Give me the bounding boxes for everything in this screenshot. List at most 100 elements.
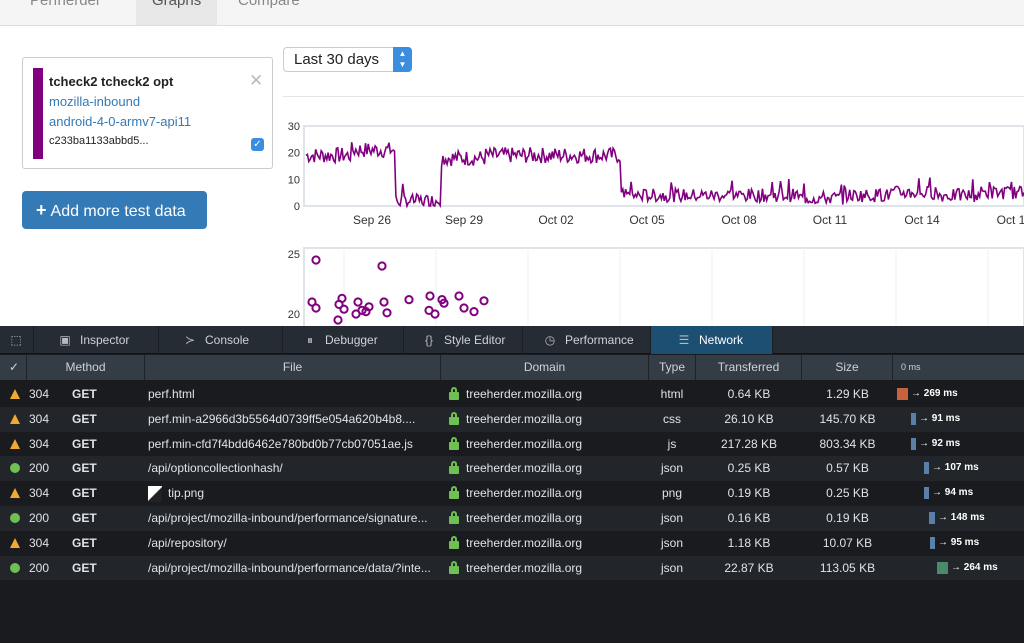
request-row[interactable]: 200 GET/api/project/mozilla-inbound/perfo… bbox=[0, 506, 1024, 531]
request-method: GET bbox=[72, 387, 97, 401]
data-point bbox=[424, 305, 434, 315]
request-file-name: /api/repository/ bbox=[148, 535, 227, 550]
line-chart-frame bbox=[303, 125, 1024, 207]
request-domain: treeherder.mozilla.org bbox=[466, 436, 583, 451]
tab-network-label: Network bbox=[699, 333, 744, 347]
devtools-panel: ⬚ ▣ Inspector ≻ Console ⏸ Debugger {} Style … bbox=[0, 326, 1024, 643]
lock-icon bbox=[448, 506, 460, 531]
series-revision: c233ba1133abbd5... bbox=[49, 135, 149, 147]
network-table-header: ✓ Method File Domain Type Transferred Si… bbox=[0, 355, 1024, 380]
request-file: perf.min-a2966d3b5564d0739ff5e054a620b4b… bbox=[148, 407, 438, 432]
request-row[interactable]: 304 GET tip.png treeherder.mozilla.org png 0.… bbox=[0, 481, 1024, 506]
performance-charts[interactable]: 30 20 10 0 Sep 26 Sep 29 Oct 02 Oct 05 Oct 08 Oct… bbox=[276, 96, 1024, 326]
request-file: perf.min-cfd7f4bdd6462e780bd0b77cb07051a… bbox=[148, 432, 438, 457]
request-method: GET bbox=[72, 436, 97, 451]
request-row[interactable]: 304 GET perf.min-cfd7f4bdd6462e780bd0b77cb… bbox=[0, 432, 1024, 457]
line-chart: 30 20 10 0 Sep 26 Sep 29 Oct 02 Oct 05 Oct 08 Oct… bbox=[288, 121, 1024, 227]
col-file[interactable]: File bbox=[145, 355, 441, 380]
request-transferred: 0.64 KB bbox=[727, 387, 771, 401]
add-test-data-button[interactable]: + Add more test data bbox=[22, 191, 207, 229]
request-domain: treeherder.mozilla.org bbox=[466, 411, 583, 426]
y-tick-label: 20 bbox=[288, 148, 300, 160]
request-type: png bbox=[661, 486, 683, 501]
request-size: 1.29 KB bbox=[826, 387, 869, 401]
y-tick-label: 0 bbox=[294, 201, 300, 213]
request-method: GET bbox=[72, 511, 97, 525]
request-file-name: /api/project/mozilla-inbound/performance… bbox=[148, 560, 431, 575]
tab-style-editor-label: Style Editor bbox=[444, 333, 506, 347]
request-row[interactable]: 304 GET perf.min-a2966d3b5564d0739ff5e054a… bbox=[0, 406, 1024, 432]
plus-icon: + bbox=[36, 200, 47, 220]
status-ok-icon bbox=[9, 556, 23, 581]
x-tick-label: Oct 1 bbox=[997, 213, 1024, 227]
status-ok-icon bbox=[9, 506, 23, 531]
timing-label: → 94 ms bbox=[932, 487, 974, 499]
nav-tab-graphs[interactable]: Graphs bbox=[136, 0, 218, 25]
col-method[interactable]: Method bbox=[27, 355, 145, 380]
col-waterfall[interactable]: 0 ms bbox=[901, 362, 921, 372]
request-timing: → 264 ms bbox=[895, 556, 1024, 581]
request-method: GET bbox=[72, 560, 97, 575]
request-timing: → 95 ms bbox=[895, 531, 1024, 556]
status-code: 200 bbox=[29, 511, 50, 525]
tab-performance[interactable]: ◷ Performance bbox=[523, 326, 651, 354]
series-repository-link[interactable]: mozilla-inbound bbox=[49, 94, 141, 109]
tab-console[interactable]: ≻ Console bbox=[159, 326, 283, 354]
request-domain: treeherder.mozilla.org bbox=[466, 535, 583, 550]
request-file-name: /api/project/mozilla-inbound/performance… bbox=[148, 511, 428, 525]
performance-icon: ◷ bbox=[544, 333, 556, 347]
request-file: /api/project/mozilla-inbound/performance… bbox=[148, 506, 438, 531]
console-icon: ≻ bbox=[184, 333, 196, 347]
request-method: GET bbox=[72, 461, 97, 476]
request-row[interactable]: 304 GET/api/repository/treeherder.mozilla… bbox=[0, 531, 1024, 556]
col-transferred[interactable]: Transferred bbox=[696, 355, 802, 380]
request-row[interactable]: 304 GET perf.html treeherder.mozilla.org htm… bbox=[0, 382, 1024, 407]
request-file: /api/repository/ bbox=[148, 531, 438, 556]
status-cached-warning-icon bbox=[9, 432, 23, 457]
network-icon: ☰ bbox=[678, 333, 690, 347]
status-code: 200 bbox=[29, 461, 50, 476]
scatter-chart-frame bbox=[303, 247, 1024, 326]
col-domain[interactable]: Domain bbox=[441, 355, 649, 380]
timing-label: → 91 ms bbox=[919, 412, 961, 424]
request-timing: → 148 ms bbox=[895, 506, 1024, 531]
pick-element-button[interactable]: ⬚ bbox=[0, 326, 34, 354]
series-platform-link[interactable]: android-4-0-armv7-api11 bbox=[49, 114, 192, 129]
data-point bbox=[377, 261, 387, 271]
series-visible-checkbox[interactable]: ✓ bbox=[251, 138, 264, 151]
series-color-swatch bbox=[33, 68, 43, 159]
timing-bar bbox=[937, 561, 948, 574]
tab-inspector[interactable]: ▣ Inspector bbox=[34, 326, 159, 354]
status-cached-warning-icon bbox=[9, 531, 23, 556]
request-timing: → 107 ms bbox=[895, 456, 1024, 481]
request-type: html bbox=[660, 387, 684, 401]
tab-performance-label: Performance bbox=[565, 333, 634, 347]
request-file: tip.png bbox=[148, 481, 438, 506]
request-type: json bbox=[660, 511, 683, 525]
nav-tab-compare[interactable]: Compare bbox=[238, 0, 300, 9]
tab-style-editor[interactable]: {} Style Editor bbox=[404, 326, 523, 354]
status-code: 304 bbox=[29, 436, 50, 451]
x-tick-label: Oct 05 bbox=[629, 213, 665, 227]
x-tick-label: Sep 29 bbox=[445, 213, 483, 227]
tab-network[interactable]: ☰ Network bbox=[651, 326, 773, 354]
time-range-select[interactable]: Last 30 days ▲ ▼ bbox=[283, 47, 412, 72]
close-icon[interactable]: ✕ bbox=[249, 71, 264, 90]
add-test-data-label: Add more test data bbox=[50, 203, 186, 220]
style-editor-icon: {} bbox=[424, 333, 433, 347]
nav-tab-perfherder[interactable]: Perfherder bbox=[30, 0, 101, 9]
data-point bbox=[353, 297, 363, 307]
data-point bbox=[364, 302, 374, 312]
data-point bbox=[454, 291, 464, 301]
col-status[interactable]: ✓ bbox=[0, 355, 27, 380]
request-file-name: perf.html bbox=[148, 387, 195, 401]
lock-icon bbox=[448, 531, 460, 556]
col-type[interactable]: Type bbox=[649, 355, 696, 380]
timing-label: → 148 ms bbox=[938, 512, 985, 523]
col-size[interactable]: Size bbox=[802, 355, 893, 380]
request-row[interactable]: 200 GET/api/project/mozilla-inbound/perfo… bbox=[0, 555, 1024, 581]
tab-debugger-label: Debugger bbox=[325, 333, 378, 347]
request-row[interactable]: 200 GET/api/optioncollectionhash/treeherd… bbox=[0, 456, 1024, 482]
lock-icon bbox=[448, 382, 460, 407]
tab-debugger[interactable]: ⏸ Debugger bbox=[283, 326, 404, 354]
